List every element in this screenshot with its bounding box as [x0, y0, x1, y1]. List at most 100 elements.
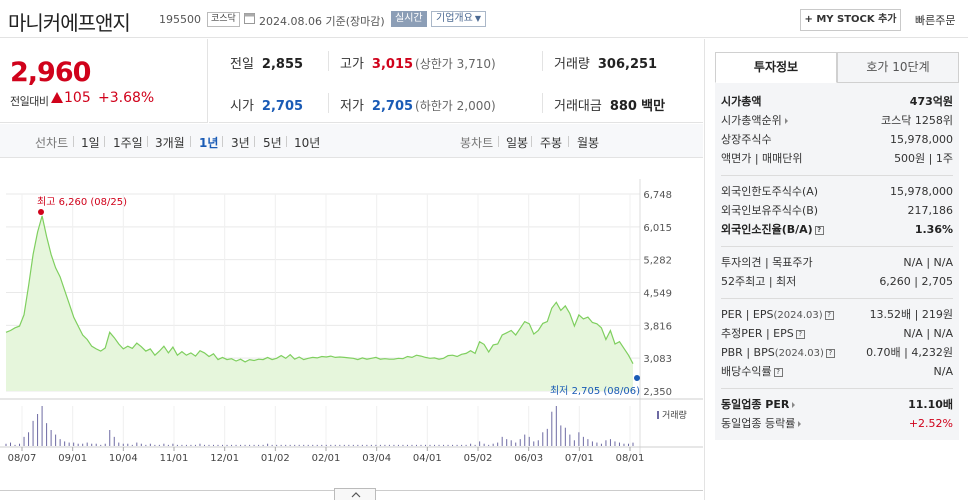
divider: [104, 136, 105, 147]
divider: [568, 136, 569, 147]
stat-value: 2,855: [261, 57, 304, 72]
add-mystock-button[interactable]: + MY STOCK 추가: [800, 9, 901, 31]
stat-value: 306,251: [597, 57, 658, 72]
y-tick-label: 3,816: [643, 321, 672, 332]
help-icon[interactable]: ?: [795, 329, 805, 339]
quick-order-link[interactable]: 빠른주문: [915, 14, 956, 27]
divider: [73, 136, 74, 147]
row-foreign-limit: 외국인한도주식수(A) 15,978,000: [721, 183, 953, 201]
tab-daily[interactable]: 일봉: [506, 136, 529, 150]
row-value: 11.10배: [908, 398, 953, 411]
row-value: +2.52%: [908, 417, 953, 430]
row-industry-per[interactable]: 동일업종 PER 11.10배: [721, 396, 953, 414]
row-key: 추정PER | EPS?: [721, 325, 805, 343]
stock-code: 195500: [159, 13, 201, 26]
row-key: 외국인한도주식수(A): [721, 185, 819, 198]
tab-5y[interactable]: 5년: [263, 136, 282, 150]
row-opinion: 투자의견 | 목표주가 N/A | N/A: [721, 254, 953, 272]
divider: [542, 51, 543, 71]
row-industry-chg[interactable]: 동일업종 등락률 +2.52%: [721, 415, 953, 433]
stock-name: 마니커에프앤지: [8, 11, 131, 35]
row-key: 상장주식수: [721, 133, 772, 146]
stat-label: 거래량: [554, 57, 590, 72]
change-percent: +3.68%: [98, 90, 155, 106]
row-key-text: 동일업종 등락률: [721, 417, 796, 430]
x-tick-label: 09/01: [58, 453, 87, 464]
x-tick-label: 07/01: [565, 453, 594, 464]
row-per-eps: PER | EPS(2024.03)? 13.52배 | 219원: [721, 306, 953, 324]
row-market-cap-rank[interactable]: 시가총액순위 코스닥 1258위: [721, 112, 953, 130]
stat-turnover: 거래대금 880 백만: [554, 95, 665, 114]
tab-weekly[interactable]: 주봉: [540, 136, 563, 150]
tab-1w[interactable]: 1주일: [113, 136, 143, 150]
price-chart[interactable]: 6,748 6,015 5,282 4,549 3,816 3,083 2,350 08/07…: [0, 159, 703, 500]
stat-label: 저가: [340, 99, 364, 114]
row-value: 13.52배 | 219원: [869, 308, 953, 321]
price-chart-svg: 6,748 6,015 5,282 4,549 3,816 3,083 2,350 08/07…: [0, 179, 703, 464]
row-foreign-hold: 외국인보유주식수(B) 217,186: [721, 202, 953, 220]
x-tick-label: 04/01: [413, 453, 442, 464]
tab-monthly[interactable]: 월봉: [577, 136, 600, 150]
realtime-button[interactable]: 실시간: [391, 11, 427, 27]
row-key-text: PER | EPS: [721, 308, 774, 321]
calendar-icon: [244, 13, 255, 24]
help-icon[interactable]: ?: [825, 348, 835, 358]
stat-label: 시가: [230, 99, 254, 114]
price-area: [6, 215, 633, 391]
tab-3y[interactable]: 3년: [231, 136, 250, 150]
price-summary: 2,960 전일대비 105 +3.68%: [0, 39, 208, 123]
row-key-text: PBR | BPS: [721, 346, 775, 359]
row-key: 배당수익률?: [721, 363, 783, 381]
collapse-button[interactable]: [334, 488, 376, 500]
stat-label: 고가: [340, 57, 364, 72]
divider: [328, 93, 329, 113]
volume-legend-swatch: [657, 411, 659, 419]
help-icon[interactable]: ?: [824, 310, 834, 320]
caret-right-icon: [792, 402, 796, 408]
info-table: 시가총액 473억원 시가총액순위 코스닥 1258위 상장주식수 15,978…: [715, 83, 959, 440]
divider: [531, 136, 532, 147]
current-price: 2,960: [10, 57, 91, 88]
divider: [254, 136, 255, 147]
x-tick-label: 06/03: [514, 453, 543, 464]
divider: [721, 388, 953, 389]
line-chart-label: 선차트: [35, 136, 69, 150]
tab-3m[interactable]: 3개월: [155, 136, 185, 150]
row-pbr-bps: PBR | BPS(2024.03)? 0.70배 | 4,232원: [721, 344, 953, 362]
price-stats: 전일 2,855 고가 3,015 (상한가 3,710) 거래량 306,251 시가…: [209, 39, 703, 123]
stat-label: 전일: [230, 57, 254, 72]
row-value: N/A | N/A: [903, 256, 953, 269]
tab-invest-info[interactable]: 투자정보: [715, 52, 837, 83]
x-tick-label: 05/02: [464, 453, 493, 464]
stat-unit: 백만: [641, 99, 666, 114]
candle-chart-label: 봉차트: [460, 136, 494, 150]
stat-label: 거래대금: [554, 99, 602, 114]
y-tick-label: 4,549: [643, 289, 672, 300]
help-icon[interactable]: ?: [814, 225, 824, 235]
divider: [721, 298, 953, 299]
x-tick-label: 03/04: [362, 453, 391, 464]
row-52w: 52주최고 | 최저 6,260 | 2,705: [721, 273, 953, 291]
corp-info-dropdown[interactable]: 기업개요 ▼: [431, 11, 486, 27]
row-value: 6,260 | 2,705: [879, 275, 953, 288]
x-tick-label: 11/01: [160, 453, 189, 464]
row-key-text: 동일업종 PER: [721, 398, 790, 411]
tab-1d[interactable]: 1일: [81, 136, 100, 150]
stat-prev-close: 전일 2,855: [230, 53, 303, 72]
divider: [222, 136, 223, 147]
help-icon[interactable]: ?: [773, 367, 783, 377]
divider: [147, 136, 148, 147]
y-tick-label: 3,083: [643, 354, 672, 365]
row-key: 액면가 | 매매단위: [721, 152, 803, 165]
row-key-sub: (2024.03): [774, 348, 824, 359]
row-value: 0.70배 | 4,232원: [866, 346, 953, 359]
x-tick-label: 10/04: [109, 453, 138, 464]
tab-1y[interactable]: 1년: [199, 136, 219, 150]
row-value: 500원 | 1주: [894, 152, 953, 165]
tab-orderbook[interactable]: 호가 10단계: [837, 52, 959, 83]
row-key: 동일업종 등락률: [721, 415, 802, 433]
row-value: N/A: [933, 365, 953, 378]
tab-10y[interactable]: 10년: [294, 136, 321, 150]
row-face-value: 액면가 | 매매단위 500원 | 1주: [721, 150, 953, 168]
stat-value: 880: [609, 99, 637, 114]
